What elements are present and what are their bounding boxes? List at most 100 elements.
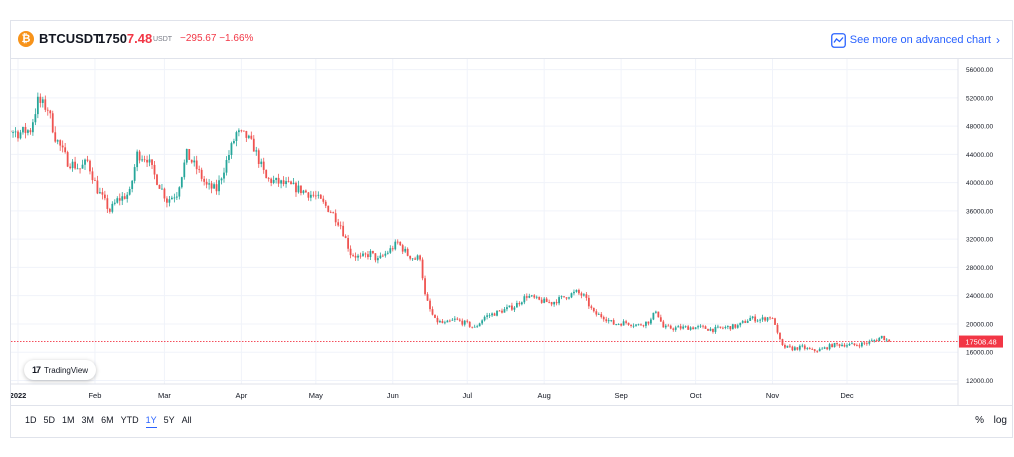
candle — [851, 341, 853, 345]
range-5y-button[interactable]: 5Y — [163, 415, 175, 425]
candle — [506, 304, 508, 312]
candle — [550, 301, 553, 307]
range-all-button[interactable]: All — [181, 415, 192, 425]
candle — [364, 252, 367, 258]
candle — [699, 324, 702, 329]
candle — [136, 149, 139, 172]
candle — [610, 319, 613, 323]
candle — [79, 168, 81, 174]
candle — [632, 323, 635, 329]
candle — [488, 313, 491, 319]
candle — [682, 324, 685, 330]
candle — [354, 252, 357, 261]
tradingview-logo[interactable]: 17 TradingView — [24, 360, 97, 380]
candle — [374, 253, 377, 263]
candle — [645, 321, 647, 329]
candle — [635, 324, 637, 327]
candle — [409, 255, 412, 261]
candle — [545, 297, 548, 303]
candle — [416, 254, 419, 261]
last-price-label: 17508.48 — [965, 338, 996, 347]
candle — [126, 191, 129, 203]
grid — [11, 59, 958, 384]
candle — [56, 139, 59, 145]
candle — [647, 321, 650, 326]
candle — [230, 141, 233, 159]
candle — [816, 350, 819, 354]
range-1y-button[interactable]: 1Y — [145, 415, 157, 428]
candle — [575, 289, 578, 293]
range-3m-button[interactable]: 3M — [81, 415, 95, 425]
candle — [233, 138, 235, 145]
candle — [617, 323, 620, 326]
candle — [558, 295, 560, 306]
candle — [702, 324, 704, 329]
price-chart[interactable]: 56000.00 52000.00 48000.00 44000.00 40000.00… — [11, 59, 1012, 405]
price-tick-label: 52000.00 — [966, 95, 993, 102]
candle — [860, 341, 863, 348]
candle — [240, 129, 243, 133]
candle — [744, 319, 747, 324]
candle — [414, 256, 417, 261]
candle — [679, 323, 682, 331]
candle — [704, 325, 707, 330]
candle — [821, 346, 824, 350]
candle — [761, 314, 764, 322]
range-ytd-button[interactable]: YTD — [120, 415, 139, 425]
candle — [270, 177, 273, 187]
candle — [654, 310, 657, 314]
candle — [225, 156, 228, 176]
range-5d-button[interactable]: 5D — [43, 415, 56, 425]
candle — [81, 159, 84, 169]
candle — [372, 250, 374, 255]
candle — [764, 316, 766, 322]
candle — [131, 179, 134, 193]
candle — [463, 319, 466, 327]
candle — [153, 161, 156, 180]
range-1m-button[interactable]: 1M — [62, 415, 75, 425]
percent-scale-button[interactable]: % — [975, 415, 984, 426]
candle — [582, 293, 585, 297]
candle — [91, 167, 94, 184]
candle — [719, 326, 722, 329]
candle — [458, 318, 461, 322]
candle — [677, 324, 680, 328]
candle — [190, 159, 193, 164]
candle — [865, 341, 868, 346]
candle — [518, 301, 521, 307]
candle — [434, 314, 436, 319]
candle — [853, 343, 856, 347]
time-tick-label: Aug — [538, 391, 551, 400]
candle — [620, 323, 623, 327]
candle — [568, 296, 570, 300]
advanced-chart-link[interactable]: See more on advanced chart › — [830, 30, 1000, 50]
candle — [759, 318, 762, 324]
candles — [11, 92, 891, 354]
range-6m-button[interactable]: 6M — [101, 415, 114, 425]
candle — [146, 155, 148, 167]
price-tick-label: 48000.00 — [966, 124, 993, 131]
candle — [262, 157, 265, 174]
candle — [466, 319, 469, 324]
candle — [560, 295, 563, 300]
candle — [721, 326, 724, 330]
candle — [741, 319, 744, 324]
candle — [156, 173, 158, 186]
candle — [833, 342, 836, 348]
candle — [17, 129, 19, 142]
candle — [250, 131, 253, 140]
candle — [523, 294, 526, 305]
candle — [265, 169, 268, 179]
candle — [806, 347, 809, 351]
candle — [151, 159, 153, 170]
candle — [637, 323, 640, 326]
range-1d-button[interactable]: 1D — [25, 415, 37, 425]
log-scale-button[interactable]: log — [993, 415, 1007, 426]
candle — [245, 130, 248, 142]
candle — [436, 315, 439, 325]
symbol-name[interactable]: BTCUSDT — [39, 31, 102, 46]
candle — [14, 127, 17, 138]
candle — [237, 128, 240, 137]
candle — [128, 186, 131, 196]
candle — [540, 297, 543, 304]
